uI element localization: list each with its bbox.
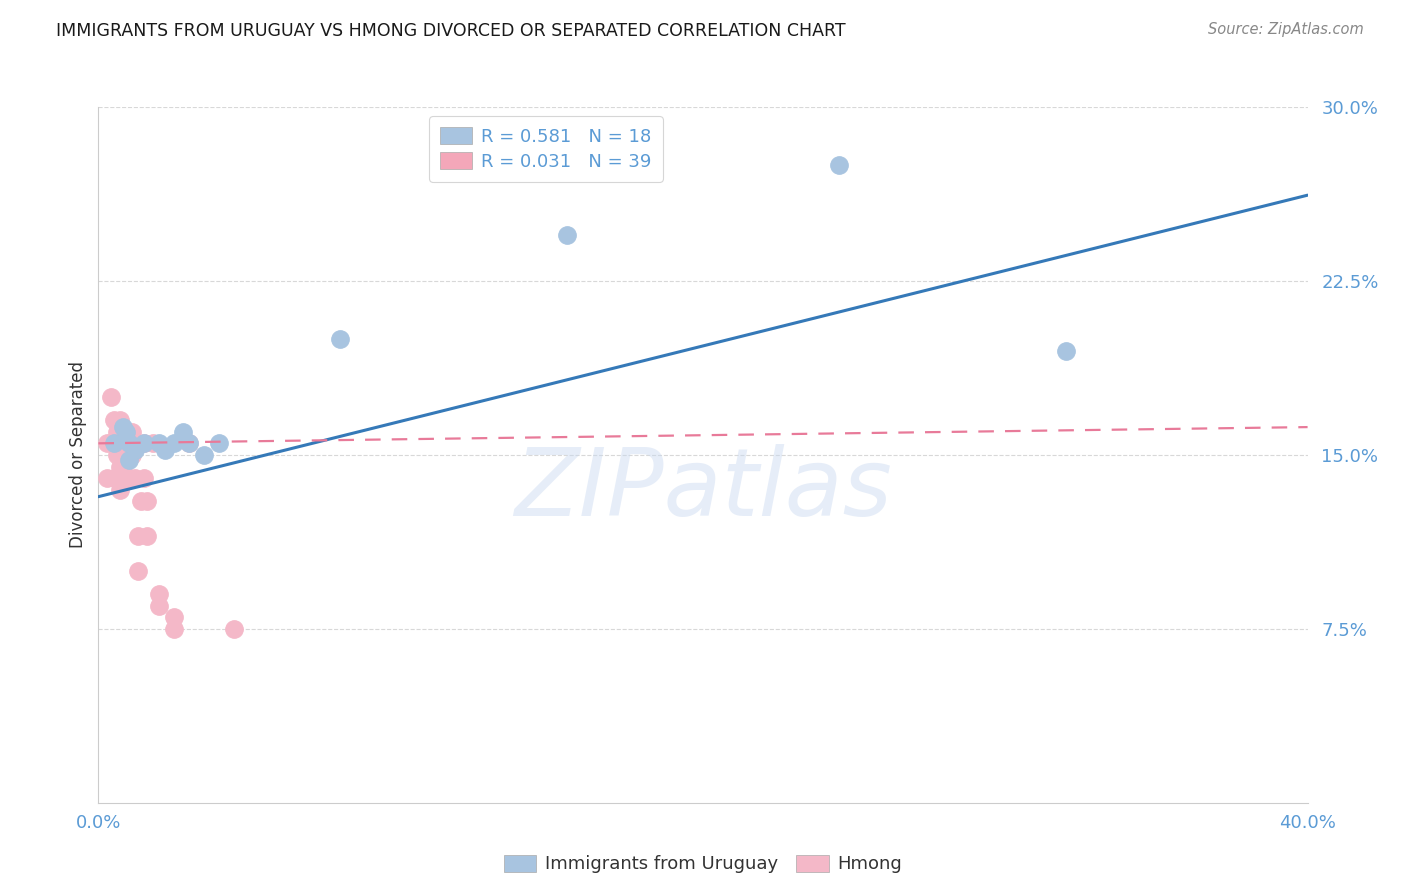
Point: [124, 471, 146, 485]
Point: [118, 448, 141, 462]
Point: [148, 599, 170, 613]
Y-axis label: Divorced or Separated: Divorced or Separated: [69, 361, 87, 549]
Point: [135, 529, 157, 543]
Point: [153, 443, 176, 458]
Point: [1054, 343, 1077, 358]
Point: [555, 227, 578, 242]
Point: [103, 471, 125, 485]
Point: [172, 425, 194, 439]
Point: [108, 483, 131, 497]
Point: [111, 436, 134, 450]
Point: [105, 448, 128, 462]
Point: [132, 436, 155, 450]
Point: [129, 494, 152, 508]
Point: [111, 459, 134, 474]
Point: [103, 436, 125, 450]
Point: [163, 610, 186, 624]
Point: [108, 459, 131, 474]
Point: [100, 436, 122, 450]
Text: ZIPatlas: ZIPatlas: [515, 444, 891, 535]
Point: [179, 436, 201, 450]
Point: [121, 425, 143, 439]
Point: [103, 436, 125, 450]
Point: [111, 420, 134, 434]
Point: [105, 471, 128, 485]
Point: [114, 448, 136, 462]
Point: [828, 158, 851, 172]
Point: [124, 443, 146, 458]
Point: [127, 564, 149, 578]
Point: [208, 436, 231, 450]
Point: [96, 471, 118, 485]
Point: [127, 529, 149, 543]
Point: [118, 471, 141, 485]
Point: [96, 436, 118, 450]
Text: IMMIGRANTS FROM URUGUAY VS HMONG DIVORCED OR SEPARATED CORRELATION CHART: IMMIGRANTS FROM URUGUAY VS HMONG DIVORCE…: [56, 22, 846, 40]
Point: [114, 425, 136, 439]
Point: [100, 390, 122, 404]
Point: [124, 436, 146, 450]
Point: [118, 452, 141, 467]
Point: [163, 436, 186, 450]
Legend: Immigrants from Uruguay, Hmong: Immigrants from Uruguay, Hmong: [492, 844, 914, 884]
Point: [108, 436, 131, 450]
Point: [105, 425, 128, 439]
Point: [193, 448, 215, 462]
Text: Source: ZipAtlas.com: Source: ZipAtlas.com: [1208, 22, 1364, 37]
Point: [329, 332, 352, 346]
Point: [118, 436, 141, 450]
Point: [224, 622, 246, 636]
Point: [163, 622, 186, 636]
Point: [142, 436, 165, 450]
Point: [148, 436, 170, 450]
Point: [132, 471, 155, 485]
Point: [132, 436, 155, 450]
Point: [118, 436, 141, 450]
Point: [103, 413, 125, 427]
Point: [148, 587, 170, 601]
Point: [179, 436, 201, 450]
Point: [121, 448, 143, 462]
Point: [108, 413, 131, 427]
Point: [135, 494, 157, 508]
Point: [114, 425, 136, 439]
